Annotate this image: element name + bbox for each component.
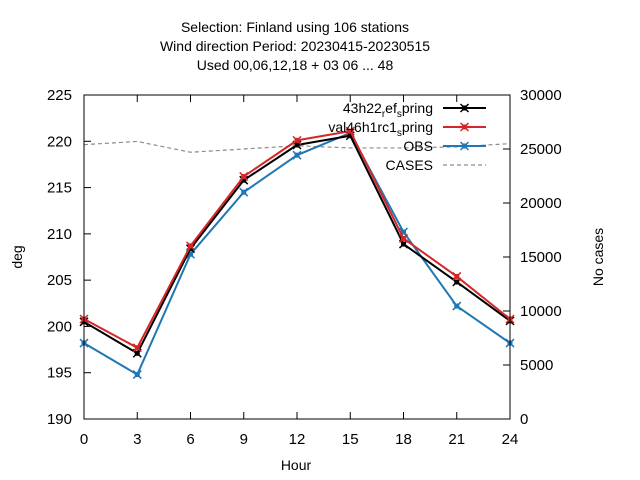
data-point-43h22-ref-spring (239, 175, 249, 185)
legend-label-val46h1rc1-spring: val46h1rc1spring (328, 119, 433, 139)
data-point-val46h1rc1-spring (185, 241, 196, 251)
data-point-obs (452, 301, 462, 311)
y-tick-label: 220 (47, 133, 72, 150)
data-point-val46h1rc1-spring (239, 171, 249, 181)
series-line-cases (83, 140, 511, 153)
x-tick-label: 12 (289, 431, 306, 448)
legend-marker-43h22-ref-spring (459, 103, 470, 113)
chart-title-line-2: Wind direction Period: 20230415-20230515 (160, 38, 430, 54)
axes: 0 3 6 9 12 15 18 21 24 190 195 200 205 210 215 220 225 0 5… (47, 87, 562, 448)
y-tick-label: 225 (47, 87, 72, 104)
data-point-val46h1rc1-spring (132, 343, 142, 353)
x-tick-label: 21 (448, 431, 465, 448)
y2-tick-label: 30000 (520, 87, 562, 104)
data-point-val46h1rc1-spring (398, 233, 409, 244)
data-point-obs (292, 150, 302, 160)
series-line-obs (83, 131, 511, 376)
y-tick-label: 210 (47, 226, 72, 243)
legend-label-cases: CASES (386, 157, 433, 173)
y-tick-label: 195 (47, 365, 72, 382)
data-point-val46h1rc1-spring (345, 126, 355, 136)
x-tick-label: 9 (240, 431, 248, 448)
legend-marker-val46h1rc1-spring (459, 122, 470, 132)
y2-tick-label: 0 (520, 411, 528, 428)
x-tick-label: 18 (395, 431, 412, 448)
y2-tick-label: 10000 (520, 303, 562, 320)
x-tick-label: 3 (133, 431, 141, 448)
y2-tick-label: 20000 (520, 195, 562, 212)
y-tick-label: 200 (47, 318, 72, 335)
x-axis-label: Hour (281, 457, 312, 473)
data-point-obs (239, 187, 249, 197)
chart-title: Selection: Finland using 106 stations Wi… (160, 19, 430, 73)
x-tick-label: 15 (342, 431, 359, 448)
y-tick-label: 205 (47, 272, 72, 289)
y-tick-label: 190 (47, 411, 72, 428)
x-tick-label: 24 (502, 431, 519, 448)
y2-tick-label: 5000 (520, 357, 553, 374)
y2-tick-label: 25000 (520, 141, 562, 158)
data-point-val46h1rc1-spring (452, 271, 462, 281)
data-point-obs (132, 370, 142, 380)
x-tick-label: 6 (186, 431, 194, 448)
legend-marker-obs (459, 141, 470, 151)
x-tick-label: 0 (80, 431, 88, 448)
legend-label-43h22-ref-spring: 43h22refspring (343, 100, 433, 120)
chart-title-line-3: Used 00,06,12,18 + 03 06 ... 48 (197, 57, 394, 73)
legend-label-obs: OBS (403, 138, 433, 154)
y2-tick-label: 15000 (520, 249, 562, 266)
y-axis-label: deg (9, 245, 25, 268)
series-line-43h22-ref-spring (83, 134, 511, 355)
y2-axis-label: No cases (590, 228, 606, 286)
data-point-val46h1rc1-spring (292, 135, 302, 145)
series-line-val46h1rc1-spring (83, 129, 511, 350)
plot-layer (79, 126, 515, 380)
y-tick-label: 215 (47, 180, 72, 197)
chart-title-line-1: Selection: Finland using 106 stations (181, 19, 409, 35)
